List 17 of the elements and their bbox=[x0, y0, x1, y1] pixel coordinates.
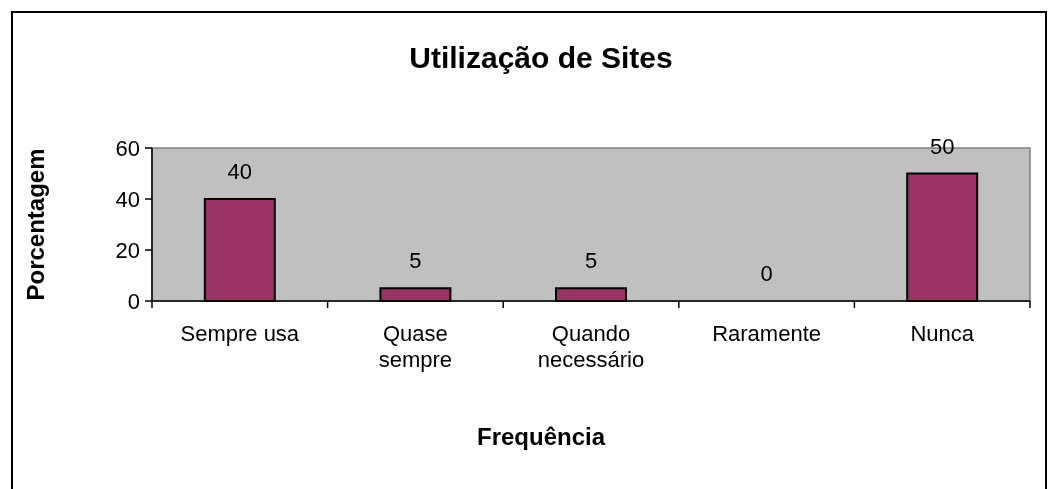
chart-title: Utilização de Sites bbox=[409, 41, 673, 74]
data-label: 5 bbox=[409, 248, 422, 274]
data-label: 50 bbox=[929, 133, 955, 159]
y-tick-label: 60 bbox=[115, 135, 140, 161]
x-tick-label: Quase sempre bbox=[378, 321, 453, 372]
y-tick-label: 40 bbox=[115, 186, 140, 212]
data-label: 0 bbox=[760, 261, 773, 286]
x-tick-label: Nunca bbox=[910, 321, 975, 346]
x-axis-title: Frequência bbox=[476, 423, 606, 450]
data-label: 40 bbox=[227, 159, 253, 184]
y-tick-label: 20 bbox=[115, 237, 140, 263]
y-tick-label: 0 bbox=[127, 288, 140, 314]
x-tick-label: Raramente bbox=[712, 321, 822, 346]
y-axis-title: Porcentagem bbox=[22, 148, 49, 301]
x-tick-label: Sempre usa bbox=[180, 321, 300, 346]
x-tick-label: Quando necessário bbox=[537, 321, 645, 372]
data-label: 5 bbox=[584, 248, 598, 274]
